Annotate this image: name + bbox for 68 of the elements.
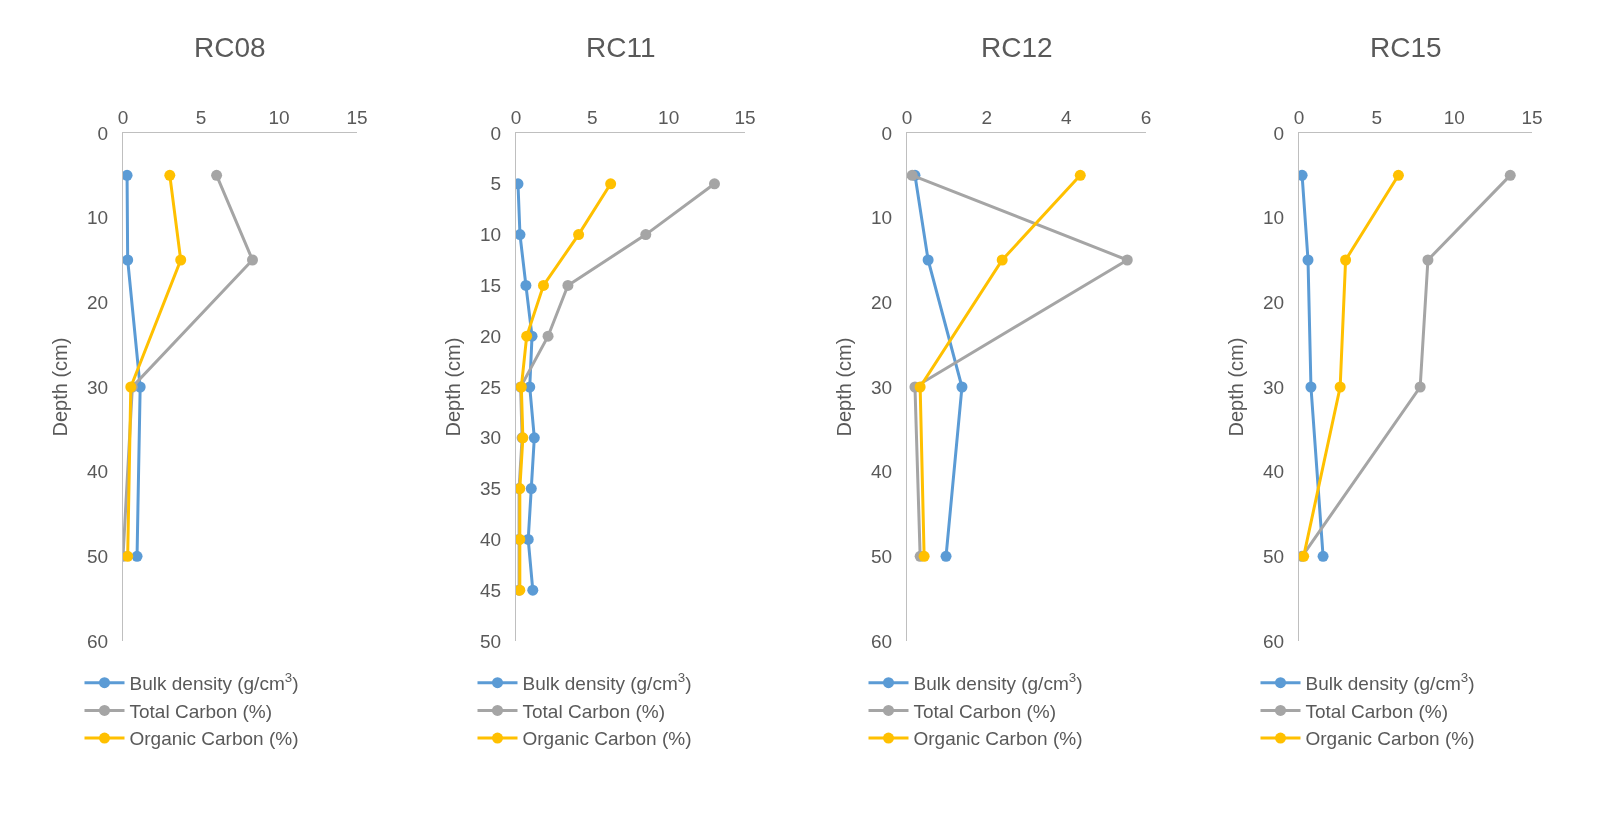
y-tick-label: 45 [480, 579, 502, 601]
y-tick-label: 0 [97, 122, 109, 144]
x-tick-label: 2 [981, 107, 992, 129]
x-tick-label: 0 [510, 107, 522, 129]
y-tick-label: 0 [1273, 122, 1285, 144]
chart-title: RC11 [586, 32, 656, 63]
y-tick-label: 60 [871, 630, 893, 652]
y-axis-title: Depth (cm) [832, 337, 855, 437]
y-tick-label: 25 [480, 376, 502, 398]
y-tick-label: 35 [480, 478, 502, 500]
y-tick-label: 10 [87, 207, 109, 229]
legend-label: Total Carbon (%) [1305, 700, 1449, 722]
y-tick-label: 0 [881, 122, 893, 144]
x-tick-label: 15 [1521, 107, 1543, 129]
y-tick-label: 5 [490, 173, 502, 195]
x-tick-label: 5 [195, 107, 207, 129]
legend-label: Total Carbon (%) [129, 700, 273, 722]
y-tick-label: 50 [87, 545, 109, 567]
y-tick-label: 10 [480, 224, 502, 246]
x-tick-label: 10 [658, 107, 680, 129]
x-tick-label: 5 [1371, 107, 1382, 129]
y-tick-label: 30 [1263, 376, 1285, 398]
y-tick-label: 10 [1263, 207, 1285, 229]
x-tick-label: 0 [117, 107, 129, 129]
y-tick-label: 50 [480, 630, 502, 652]
x-tick-label: 15 [346, 107, 368, 129]
legend-label: Organic Carbon (%) [522, 728, 692, 750]
y-tick-label: 30 [87, 376, 109, 398]
chart-title: RC15 [1370, 32, 1442, 63]
y-tick-label: 30 [871, 376, 893, 398]
legend-label: Total Carbon (%) [913, 700, 1057, 722]
x-tick-label: 0 [1293, 107, 1305, 129]
y-tick-label: 40 [871, 461, 893, 483]
x-tick-label: 4 [1061, 107, 1073, 129]
y-tick-label: 20 [87, 291, 109, 313]
x-tick-label: 6 [1140, 107, 1152, 129]
legend-label: Bulk density (g/cm$^{3}$) [522, 670, 692, 695]
y-tick-label: 40 [1263, 461, 1285, 483]
y-tick-label: 60 [87, 630, 109, 652]
y-tick-label: 50 [871, 545, 893, 567]
y-tick-label: 10 [871, 207, 893, 229]
x-tick-label: 10 [268, 107, 290, 129]
y-tick-label: 0 [490, 122, 502, 144]
y-tick-label: 40 [480, 529, 502, 551]
legend-label: Organic Carbon (%) [129, 728, 299, 750]
y-tick-label: 40 [87, 461, 109, 483]
x-tick-label: 0 [901, 107, 913, 129]
y-axis-title: Depth (cm) [441, 337, 464, 437]
x-tick-label: 5 [587, 107, 598, 129]
y-tick-label: 20 [480, 325, 502, 347]
y-axis-title: Depth (cm) [1224, 337, 1247, 437]
legend-label: Bulk density (g/cm$^{3}$) [913, 670, 1083, 695]
legend-label: Organic Carbon (%) [1305, 728, 1475, 750]
legend-label: Total Carbon (%) [522, 700, 666, 722]
y-axis-title: Depth (cm) [48, 337, 71, 437]
legend-label: Bulk density (g/cm$^{3}$) [129, 670, 299, 695]
chart-title: RC12 [981, 32, 1053, 63]
y-tick-label: 30 [480, 427, 502, 449]
legend-label: Organic Carbon (%) [913, 728, 1083, 750]
x-tick-label: 15 [734, 107, 756, 129]
legend-label: Bulk density (g/cm$^{3}$) [1305, 670, 1475, 695]
y-tick-label: 50 [1263, 545, 1285, 567]
y-tick-label: 20 [871, 291, 893, 313]
y-tick-label: 20 [1263, 291, 1285, 313]
y-tick-label: 15 [480, 275, 502, 297]
x-tick-label: 10 [1443, 107, 1465, 129]
y-tick-label: 60 [1263, 630, 1285, 652]
chart-title: RC08 [194, 32, 266, 63]
